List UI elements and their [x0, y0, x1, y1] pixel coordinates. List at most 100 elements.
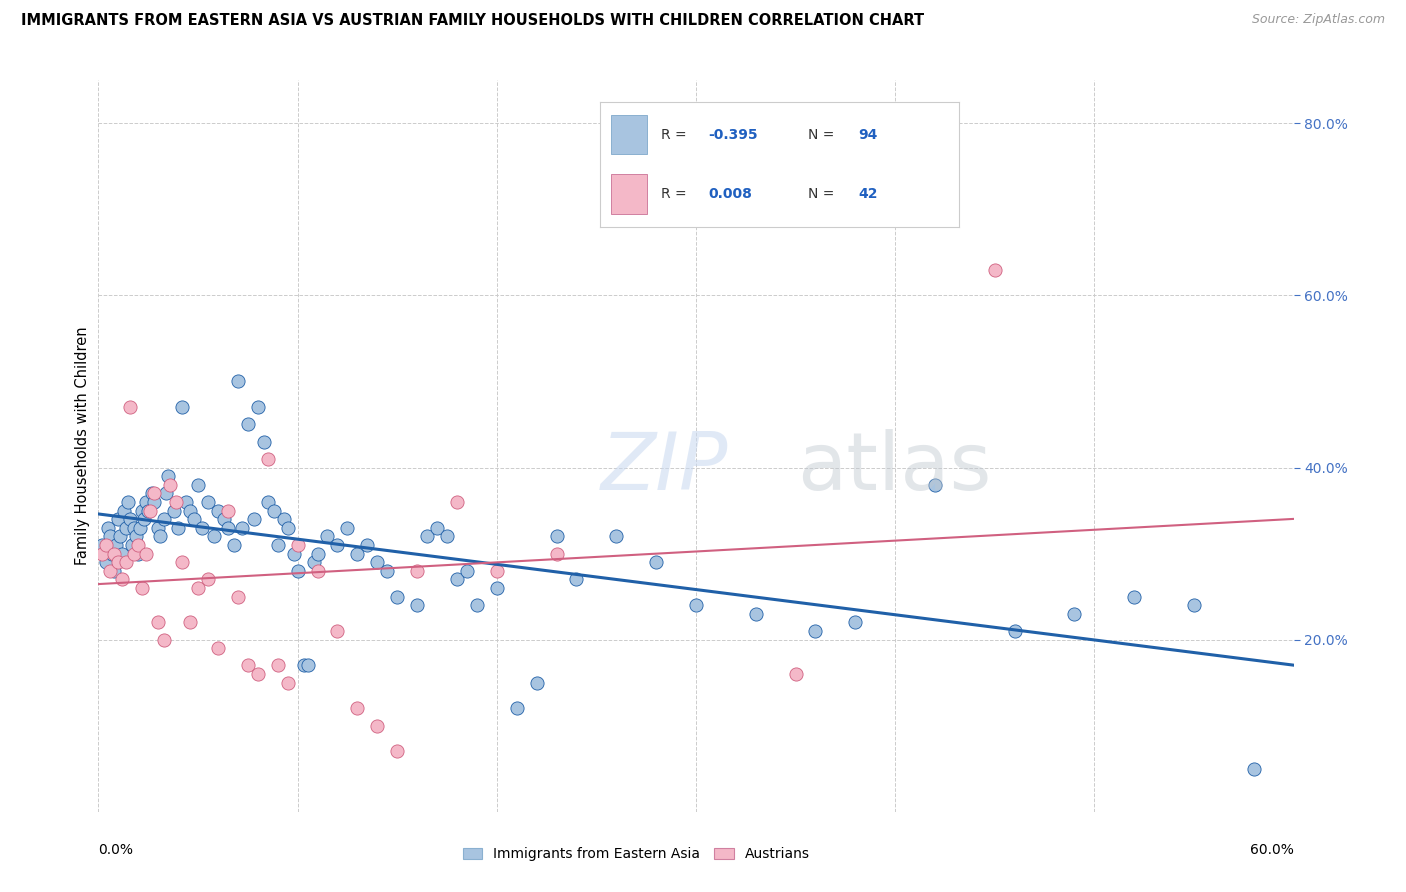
Point: [96, 538, 118, 552]
Point: [336, 521, 359, 535]
Point: [183, 512, 205, 526]
Point: [157, 469, 180, 483]
Point: [406, 598, 429, 612]
Point: [96, 555, 118, 569]
Point: [153, 512, 176, 526]
Point: [207, 641, 229, 656]
Point: [120, 512, 142, 526]
Point: [167, 521, 190, 535]
Point: [115, 555, 138, 569]
Point: [346, 701, 368, 715]
Point: [645, 555, 668, 569]
Point: [292, 658, 315, 673]
Text: ZIP: ZIP: [600, 429, 728, 507]
Point: [231, 521, 253, 535]
Point: [485, 581, 508, 595]
Point: [155, 486, 177, 500]
Point: [165, 495, 187, 509]
Point: [416, 529, 439, 543]
Point: [172, 401, 194, 415]
Point: [148, 521, 170, 535]
Point: [246, 401, 269, 415]
Point: [143, 495, 166, 509]
Point: [93, 547, 115, 561]
Point: [105, 538, 128, 552]
Point: [565, 573, 588, 587]
Point: [153, 632, 176, 647]
Point: [226, 375, 249, 389]
Point: [277, 675, 299, 690]
Point: [316, 529, 339, 543]
Point: [346, 547, 368, 561]
Point: [546, 547, 568, 561]
Point: [174, 495, 197, 509]
Point: [112, 503, 135, 517]
Point: [163, 503, 186, 517]
Point: [111, 547, 134, 561]
Point: [187, 581, 209, 595]
Point: [136, 503, 159, 517]
Point: [100, 564, 122, 578]
Point: [1243, 762, 1265, 776]
Point: [135, 547, 157, 561]
Point: [446, 573, 468, 587]
Point: [446, 495, 468, 509]
Point: [129, 521, 152, 535]
Text: IMMIGRANTS FROM EASTERN ASIA VS AUSTRIAN FAMILY HOUSEHOLDS WITH CHILDREN CORRELA: IMMIGRANTS FROM EASTERN ASIA VS AUSTRIAN…: [21, 13, 924, 29]
Point: [526, 675, 548, 690]
Point: [456, 564, 478, 578]
Point: [406, 564, 429, 578]
Point: [253, 434, 276, 449]
Point: [246, 667, 269, 681]
Point: [426, 521, 449, 535]
Point: [107, 555, 129, 569]
Point: [103, 547, 125, 561]
Point: [465, 598, 488, 612]
Point: [1182, 598, 1205, 612]
Point: [267, 658, 290, 673]
Point: [127, 547, 149, 561]
Point: [785, 667, 807, 681]
Point: [111, 573, 134, 587]
Point: [263, 503, 285, 517]
Point: [236, 658, 259, 673]
Point: [277, 521, 299, 535]
Point: [1063, 607, 1085, 621]
Text: Source: ZipAtlas.com: Source: ZipAtlas.com: [1251, 13, 1385, 27]
Point: [124, 521, 146, 535]
Point: [179, 615, 201, 630]
Text: atlas: atlas: [797, 429, 991, 507]
Point: [302, 555, 325, 569]
Y-axis label: Family Households with Children: Family Households with Children: [75, 326, 90, 566]
Point: [485, 564, 508, 578]
Point: [125, 529, 148, 543]
Point: [385, 744, 409, 758]
Point: [297, 658, 319, 673]
Point: [273, 512, 295, 526]
Point: [202, 529, 225, 543]
Point: [179, 503, 201, 517]
Point: [187, 477, 209, 491]
Point: [283, 547, 305, 561]
Point: [124, 547, 146, 561]
Point: [844, 615, 866, 630]
Point: [115, 521, 138, 535]
Point: [110, 529, 132, 543]
Point: [212, 512, 235, 526]
Point: [605, 529, 627, 543]
Point: [120, 401, 142, 415]
Point: [197, 495, 219, 509]
Point: [217, 521, 239, 535]
Point: [226, 590, 249, 604]
Point: [984, 262, 1007, 277]
Point: [222, 538, 245, 552]
Point: [256, 451, 278, 466]
Point: [197, 573, 219, 587]
Point: [141, 486, 163, 500]
Point: [131, 581, 153, 595]
Text: 0.0%: 0.0%: [98, 843, 134, 857]
Point: [103, 564, 125, 578]
Point: [1123, 590, 1146, 604]
Point: [172, 555, 194, 569]
Point: [307, 564, 329, 578]
